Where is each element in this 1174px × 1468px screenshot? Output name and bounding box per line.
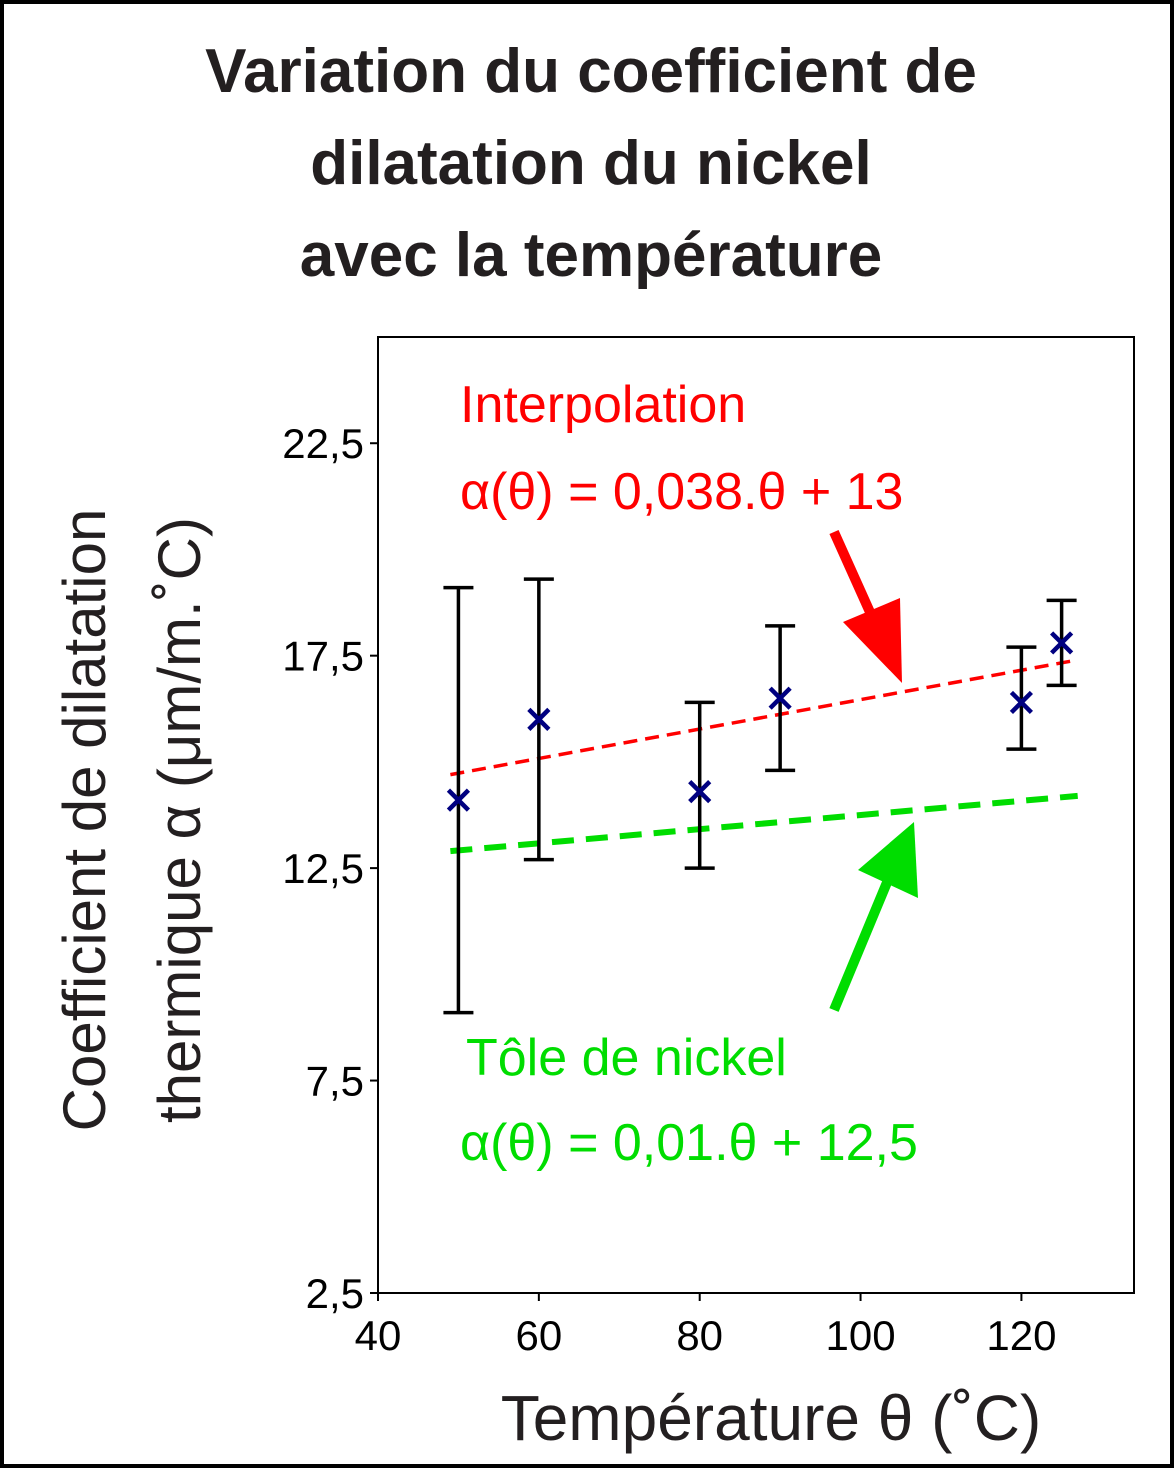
- y-tick-label: 22,5: [282, 420, 364, 467]
- y-axis-ticks: 2,5 7,5 12,5 17,5 22,5: [282, 420, 378, 1317]
- chart-title: Variation du coefficient de dilatation d…: [34, 26, 1148, 302]
- nickel-sheet-label: Tôle de nickel: [466, 1029, 787, 1087]
- y-tick-label: 7,5: [306, 1058, 364, 1105]
- x-tick-label: 80: [676, 1312, 723, 1359]
- plot-area: [377, 336, 1135, 1294]
- data-point-marker: [1050, 631, 1074, 655]
- interpolation-label: Interpolation: [460, 376, 746, 434]
- y-tick-label: 2,5: [306, 1270, 364, 1317]
- y-tick-label: 12,5: [282, 845, 364, 892]
- green-arrow-head: [858, 822, 918, 898]
- marker-stroke: [1009, 690, 1033, 714]
- markers-layer: [446, 631, 1074, 812]
- green-arrow-shaft: [829, 878, 893, 1012]
- title-line-1: Variation du coefficient de: [205, 37, 977, 106]
- nickel-sheet-equation: α(θ) = 0,01.θ + 12,5: [460, 1114, 918, 1172]
- y-axis-label: Coefficient de dilatation thermique α (μ…: [51, 509, 213, 1132]
- x-axis-label: Température θ (˚C): [501, 1382, 1042, 1454]
- data-point-marker: [1009, 690, 1033, 714]
- marker-stroke: [688, 780, 712, 804]
- x-axis-ticks: 40 60 80 100 120: [355, 1293, 1056, 1359]
- data-point-marker: [527, 707, 551, 731]
- y-axis-label-line-2: thermique α (μm/m.˚C): [146, 517, 213, 1123]
- fit-lines-layer: [450, 658, 1079, 855]
- x-tick-label: 40: [355, 1312, 402, 1359]
- data-point-marker: [768, 686, 792, 710]
- x-tick-label: 100: [826, 1312, 896, 1359]
- marker-stroke: [527, 707, 551, 731]
- y-axis-label-line-1: Coefficient de dilatation: [51, 509, 118, 1132]
- title-line-3: avec la température: [299, 221, 883, 290]
- y-tick-label: 17,5: [282, 633, 364, 680]
- error-bars-layer: [443, 577, 1077, 1015]
- interpolation-fit-line: [450, 658, 1079, 777]
- data-point-marker: [688, 780, 712, 804]
- marker-stroke: [1050, 631, 1074, 655]
- title-line-2: dilatation du nickel: [310, 129, 872, 198]
- nickel-sheet-fit-line: [450, 792, 1078, 855]
- marker-stroke: [768, 686, 792, 710]
- interpolation-equation: α(θ) = 0,038.θ + 13: [460, 463, 903, 521]
- marker-stroke: [446, 788, 471, 812]
- red-arrow: [829, 529, 902, 683]
- x-tick-label: 120: [986, 1312, 1056, 1359]
- error-bar: [1006, 645, 1037, 751]
- error-bar: [684, 700, 715, 870]
- green-arrow: [829, 822, 918, 1012]
- data-point-marker: [446, 788, 471, 812]
- red-arrow-head: [843, 598, 902, 683]
- x-tick-label: 60: [515, 1312, 562, 1359]
